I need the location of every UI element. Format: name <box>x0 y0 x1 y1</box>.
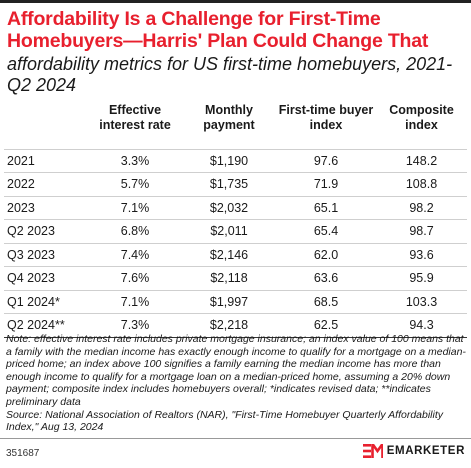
row-label: 2022 <box>4 172 88 196</box>
table-cell: $1,735 <box>182 172 276 196</box>
row-label: 2021 <box>4 148 88 173</box>
table-cell: 7.3% <box>88 313 182 338</box>
table-cell: 65.4 <box>276 219 376 243</box>
table-cell: $2,218 <box>182 313 276 338</box>
source-text: Source: National Association of Realtors… <box>6 408 444 434</box>
table-cell: 94.3 <box>376 313 467 338</box>
header-row: Effective interest rate Monthly payment … <box>4 103 467 149</box>
table-cell: 65.1 <box>276 195 376 220</box>
chart-id: 351687 <box>6 448 40 459</box>
row-label: Q3 2023 <box>4 242 88 267</box>
table-cell: 98.2 <box>376 195 467 220</box>
data-table: Effective interest rate Monthly payment … <box>4 103 467 338</box>
brand-logo: EMARKETER <box>362 444 465 458</box>
em-logo-icon <box>362 444 383 458</box>
table-cell: $2,118 <box>182 266 276 290</box>
table-row: Q3 2023 7.4% $2,146 62.0 93.6 <box>4 242 467 267</box>
table-row: Q2 2024** 7.3% $2,218 62.5 94.3 <box>4 313 467 338</box>
row-label: Q2 2024** <box>4 313 88 338</box>
table-cell: 108.8 <box>376 172 467 196</box>
table-body: 2021 3.3% $1,190 97.6 148.2 2022 5.7% $1,735 71.… <box>4 148 467 338</box>
table-cell: 63.6 <box>276 266 376 290</box>
table-cell: 6.8% <box>88 219 182 243</box>
column-header: Monthly payment <box>203 103 255 132</box>
table-cell: 62.5 <box>276 313 376 338</box>
table-cell: 148.2 <box>376 148 467 173</box>
table-cell: 103.3 <box>376 289 467 314</box>
footnotes: Note: effective interest rate includes p… <box>6 333 468 434</box>
row-label: Q2 2023 <box>4 219 88 243</box>
table-cell: 97.6 <box>276 148 376 173</box>
table-cell: 7.6% <box>88 266 182 290</box>
row-label: Q4 2023 <box>4 266 88 290</box>
column-header: Composite index <box>389 103 454 132</box>
table-cell: 68.5 <box>276 289 376 314</box>
column-header: Effective interest rate <box>99 103 171 132</box>
table-cell: 7.4% <box>88 242 182 267</box>
table-cell: 95.9 <box>376 266 467 290</box>
column-header: First-time buyer index <box>278 103 374 132</box>
table-row: Q4 2023 7.6% $2,118 63.6 95.9 <box>4 266 467 290</box>
bottom-rule <box>0 438 471 439</box>
chart-subtitle: affordability metrics for US first-time … <box>7 54 453 95</box>
table-cell: 93.6 <box>376 242 467 267</box>
table-cell: 7.1% <box>88 195 182 220</box>
row-label: Q1 2024* <box>4 289 88 314</box>
table-row: 2023 7.1% $2,032 65.1 98.2 <box>4 195 467 220</box>
table-cell: $2,011 <box>182 219 276 243</box>
table-cell: 62.0 <box>276 242 376 267</box>
brand-name: EMARKETER <box>386 445 465 457</box>
table-row: 2021 3.3% $1,190 97.6 148.2 <box>4 148 467 173</box>
table-row: Q2 2023 6.8% $2,011 65.4 98.7 <box>4 219 467 243</box>
table-cell: 5.7% <box>88 172 182 196</box>
table-cell: $1,997 <box>182 289 276 314</box>
table-cell: 3.3% <box>88 148 182 173</box>
header-corner <box>4 103 88 149</box>
table-cell: 7.1% <box>88 289 182 314</box>
note-text: Note: effective interest rate includes p… <box>6 333 466 408</box>
table-cell: 98.7 <box>376 219 467 243</box>
table-row: 2022 5.7% $1,735 71.9 108.8 <box>4 172 467 196</box>
table-cell: 71.9 <box>276 172 376 196</box>
chart-title: Affordability Is a Challenge for First-T… <box>7 8 429 52</box>
table-row: Q1 2024* 7.1% $1,997 68.5 103.3 <box>4 289 467 314</box>
table-cell: $2,032 <box>182 195 276 220</box>
top-rule <box>0 0 471 3</box>
row-label: 2023 <box>4 195 88 220</box>
table-cell: $1,190 <box>182 148 276 173</box>
table-cell: $2,146 <box>182 242 276 267</box>
